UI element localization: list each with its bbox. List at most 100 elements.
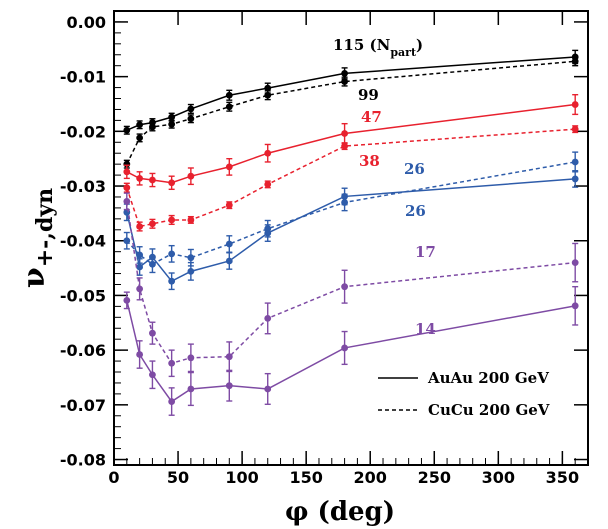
axis-ticks <box>113 11 588 465</box>
data-point <box>225 163 233 171</box>
data-point <box>123 197 131 205</box>
data-point <box>571 175 579 183</box>
series-5 <box>123 151 579 274</box>
x-tick-label: 50 <box>167 468 189 487</box>
data-point <box>225 91 233 99</box>
data-point <box>264 225 272 233</box>
data-point <box>341 199 348 206</box>
data-point <box>123 184 131 192</box>
data-point <box>341 69 348 77</box>
data-point <box>149 176 156 184</box>
data-point <box>136 263 144 271</box>
data-point <box>187 354 195 362</box>
data-point <box>187 254 195 262</box>
data-point <box>341 283 348 291</box>
series-3 <box>123 125 579 232</box>
series-6 <box>123 192 579 378</box>
x-tick-labels: 0 50 100 150 200 250 300 350 <box>108 468 579 487</box>
data-point <box>187 115 195 123</box>
data-point <box>225 103 233 111</box>
data-point <box>168 398 176 405</box>
data-point <box>187 105 195 113</box>
data-point <box>136 251 144 259</box>
series-line <box>126 103 576 184</box>
data-point <box>264 385 272 393</box>
x-tick-label: 200 <box>354 468 387 487</box>
y-tick-labels: 0.00 -0.01 -0.02 -0.03 -0.04 -0.05 -0.06 -0.07 -… <box>60 13 106 470</box>
plot-frame <box>113 10 589 466</box>
series-label-4: 26 <box>404 160 425 178</box>
y-tick-label: 0.00 <box>67 13 106 32</box>
data-point <box>168 179 176 187</box>
x-tick-label: 100 <box>225 468 258 487</box>
series-line <box>126 178 576 283</box>
data-point <box>225 257 233 265</box>
series-4 <box>123 170 579 291</box>
series-2 <box>123 93 579 191</box>
y-tick-label: -0.04 <box>60 232 106 251</box>
data-point <box>225 240 233 248</box>
series-label-1: 99 <box>358 86 379 104</box>
data-point <box>168 216 176 224</box>
data-point <box>136 134 144 142</box>
series-layer <box>123 49 579 416</box>
y-tick-label: -0.06 <box>60 341 106 360</box>
data-point <box>136 174 144 182</box>
data-point <box>149 329 156 337</box>
x-axis-title: φ (deg) <box>285 497 395 527</box>
data-point <box>123 168 131 176</box>
data-point <box>149 371 156 379</box>
y-tick-label: -0.03 <box>60 177 106 196</box>
y-tick-label: -0.07 <box>60 396 106 415</box>
series-label-0: 115 (Npart) <box>333 36 423 59</box>
data-point <box>225 382 233 390</box>
svg-text:ν+-,dyn: ν+-,dyn <box>17 188 58 288</box>
data-point <box>571 259 579 267</box>
series-1 <box>123 56 579 169</box>
y-tick-label: -0.01 <box>60 68 106 87</box>
series-label-5: 26 <box>405 202 426 220</box>
data-point <box>341 78 348 85</box>
data-point <box>187 267 195 275</box>
y-axis-title-sub: +-,dyn <box>32 188 58 267</box>
series-line <box>126 128 576 228</box>
plot-area <box>113 10 589 466</box>
data-point <box>571 125 579 133</box>
data-point <box>123 237 131 245</box>
data-point <box>225 353 233 361</box>
data-point <box>571 57 579 65</box>
legend: AuAu 200 GeV CuCu 200 GeV <box>378 369 550 419</box>
x-tick-label: 250 <box>418 468 451 487</box>
data-point <box>264 84 272 92</box>
data-point <box>123 126 131 134</box>
legend-label-auau: AuAu 200 GeV <box>427 369 549 387</box>
x-tick-label: 350 <box>546 468 579 487</box>
data-point <box>149 260 156 268</box>
y-tick-label: -0.02 <box>60 122 106 141</box>
data-point <box>264 315 272 322</box>
series-label-3: 38 <box>359 152 380 170</box>
data-point <box>571 158 579 166</box>
data-point <box>264 180 272 188</box>
data-point <box>264 91 272 99</box>
y-axis-title-main: ν <box>17 267 52 288</box>
data-point <box>136 121 144 129</box>
series-label-2: 47 <box>361 108 382 126</box>
data-point <box>136 351 144 358</box>
data-point <box>341 130 348 137</box>
data-point <box>187 216 195 224</box>
data-point <box>225 201 233 209</box>
y-axis-title: ν+-,dyn <box>17 188 58 288</box>
data-point <box>168 250 176 258</box>
data-point <box>571 101 579 108</box>
series-7 <box>123 285 579 416</box>
series-line <box>126 161 576 266</box>
data-point <box>123 296 131 304</box>
series-line <box>126 201 576 365</box>
series-label-6: 17 <box>415 243 436 261</box>
data-point <box>149 220 156 228</box>
legend-label-cucu: CuCu 200 GeV <box>428 401 550 419</box>
y-tick-label: -0.05 <box>60 286 106 305</box>
data-point <box>187 385 195 393</box>
